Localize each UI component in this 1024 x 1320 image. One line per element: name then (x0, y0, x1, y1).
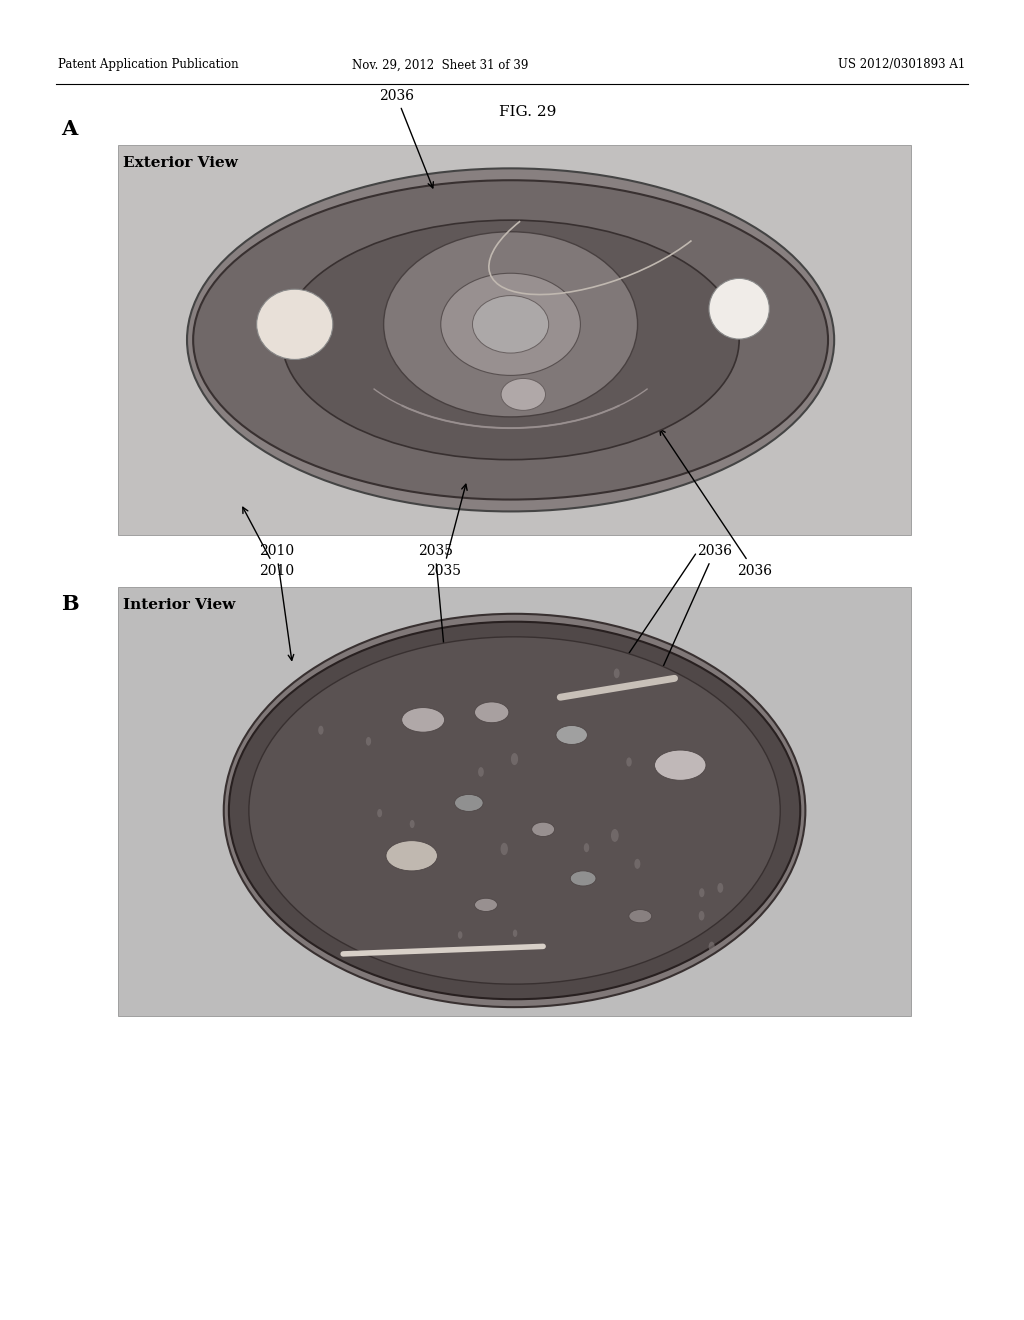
Text: Exterior View: Exterior View (123, 156, 238, 170)
Ellipse shape (501, 842, 508, 855)
Ellipse shape (654, 750, 706, 780)
Text: B: B (61, 594, 79, 614)
Ellipse shape (531, 822, 555, 837)
Ellipse shape (410, 820, 415, 828)
Ellipse shape (556, 726, 588, 744)
Ellipse shape (187, 169, 835, 511)
Text: 2010: 2010 (259, 544, 294, 660)
Ellipse shape (709, 279, 769, 339)
Ellipse shape (440, 273, 581, 375)
Text: 2035: 2035 (418, 544, 453, 721)
Ellipse shape (611, 829, 618, 842)
Text: Patent Application Publication: Patent Application Publication (58, 58, 239, 71)
Ellipse shape (384, 232, 638, 417)
Ellipse shape (699, 888, 705, 898)
Ellipse shape (478, 767, 483, 776)
Bar (118, 145, 911, 535)
Text: 2035: 2035 (426, 484, 467, 578)
Ellipse shape (366, 737, 371, 746)
Ellipse shape (194, 181, 828, 499)
Ellipse shape (249, 636, 780, 985)
Ellipse shape (584, 843, 589, 853)
Ellipse shape (634, 859, 640, 869)
Text: 2010: 2010 (243, 507, 294, 578)
Text: 2036: 2036 (627, 544, 732, 747)
Ellipse shape (318, 726, 324, 735)
Ellipse shape (224, 614, 805, 1007)
Ellipse shape (257, 289, 333, 359)
Ellipse shape (501, 379, 546, 411)
Ellipse shape (627, 758, 632, 767)
Text: FIG. 29: FIG. 29 (499, 104, 556, 119)
Ellipse shape (455, 795, 483, 812)
Text: Nov. 29, 2012  Sheet 31 of 39: Nov. 29, 2012 Sheet 31 of 39 (352, 58, 528, 71)
Ellipse shape (718, 883, 723, 892)
Ellipse shape (629, 909, 651, 923)
Ellipse shape (474, 702, 509, 723)
Text: 2036: 2036 (659, 429, 772, 578)
Text: US 2012/0301893 A1: US 2012/0301893 A1 (839, 58, 966, 71)
Ellipse shape (513, 929, 517, 937)
Text: A: A (61, 119, 78, 139)
Ellipse shape (458, 931, 463, 939)
Ellipse shape (511, 752, 518, 766)
Ellipse shape (709, 941, 715, 952)
Bar (118, 587, 911, 1016)
Ellipse shape (613, 668, 620, 678)
Ellipse shape (377, 809, 382, 817)
Ellipse shape (472, 296, 549, 352)
Text: 2036: 2036 (379, 88, 433, 187)
Ellipse shape (282, 220, 739, 459)
Ellipse shape (474, 898, 498, 912)
Ellipse shape (401, 708, 444, 733)
Text: Interior View: Interior View (123, 598, 236, 612)
Ellipse shape (386, 841, 437, 871)
Ellipse shape (229, 622, 801, 999)
Ellipse shape (570, 871, 596, 886)
Ellipse shape (698, 911, 705, 920)
